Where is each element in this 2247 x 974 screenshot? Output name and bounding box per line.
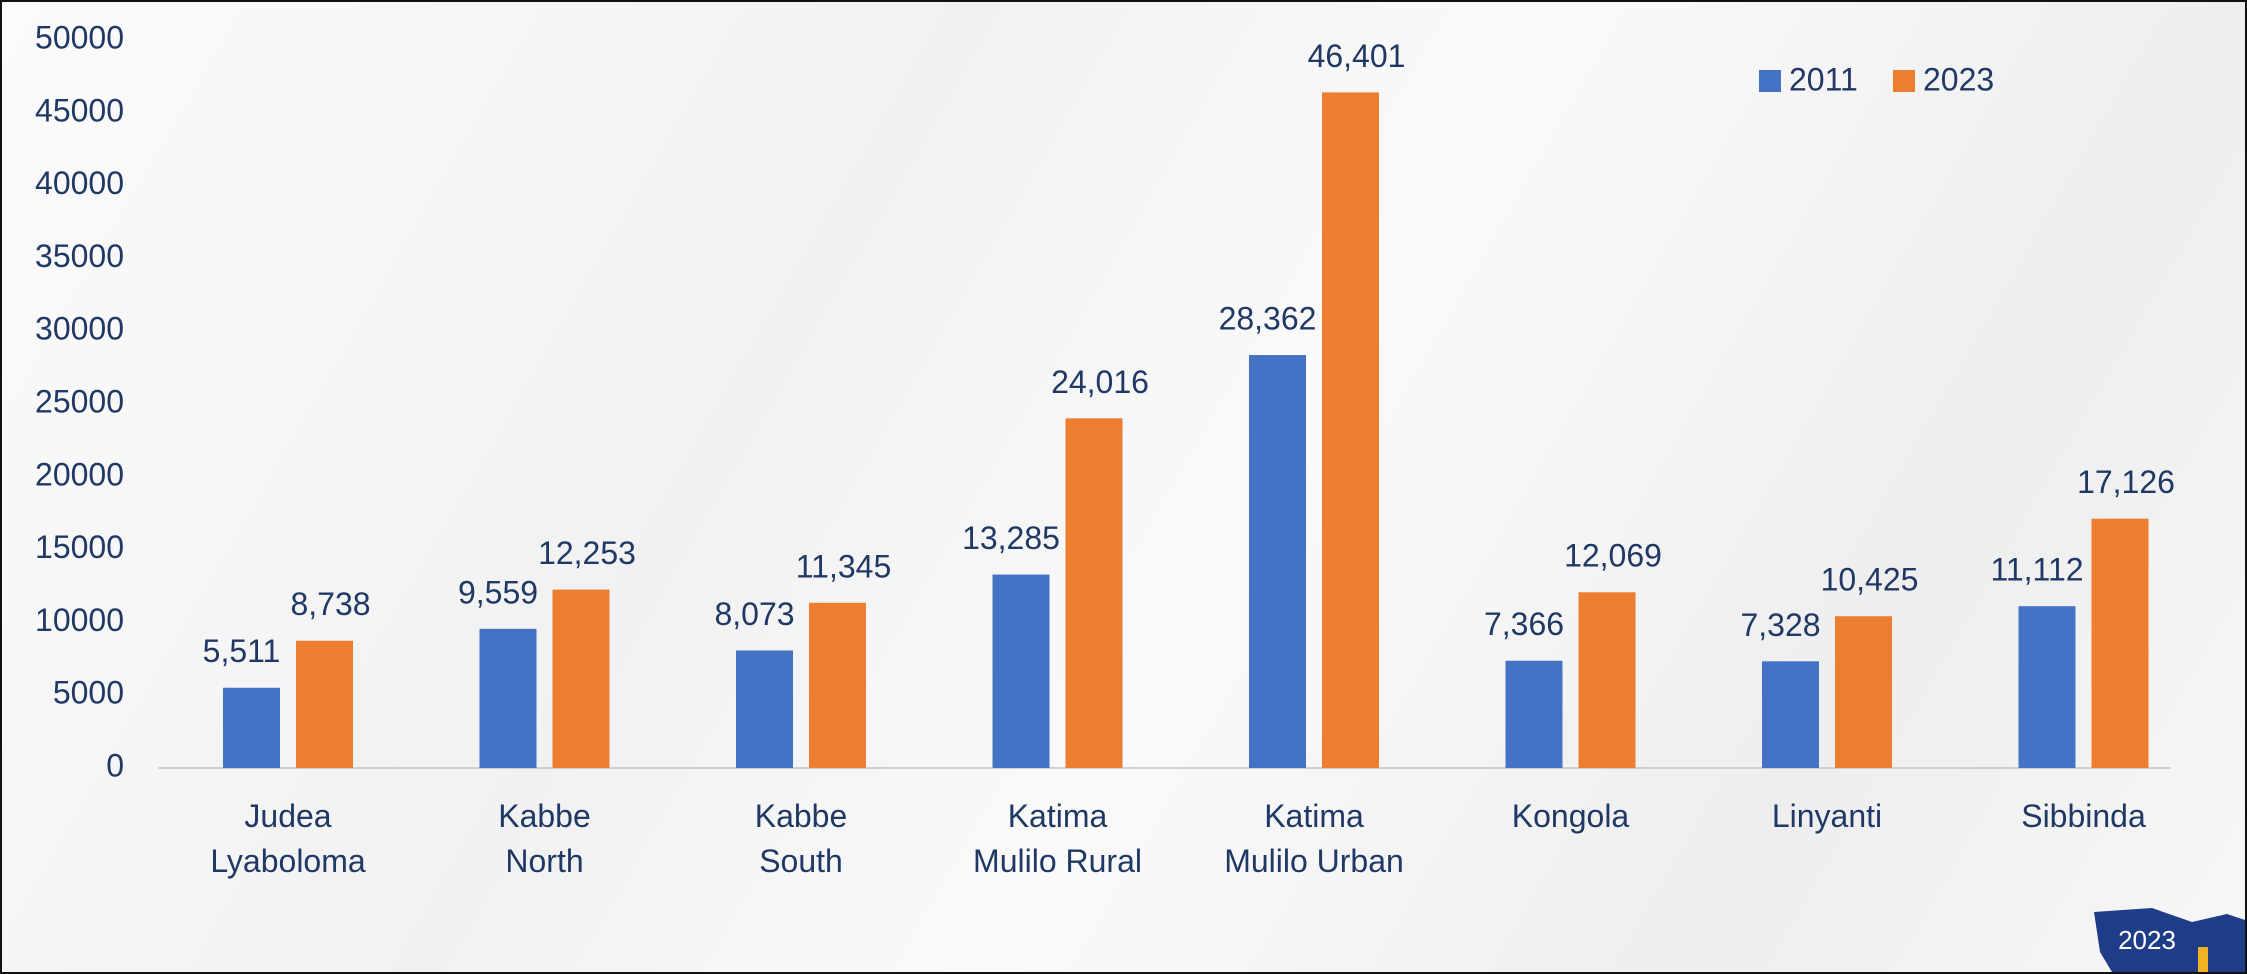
bar [736, 650, 793, 768]
value-label: 17,126 [2077, 464, 2175, 500]
value-label: 7,366 [1484, 606, 1564, 642]
bar [2091, 518, 2149, 768]
y-tick-label: 45000 [35, 92, 124, 128]
bar [552, 589, 610, 768]
bar [809, 602, 866, 768]
logo-bar [2198, 947, 2208, 972]
x-tick-label: Judea Lyaboloma [210, 798, 366, 879]
logo-text: 2023 [2118, 925, 2176, 955]
legend-label: 2023 [1923, 61, 1994, 97]
bar [1505, 660, 1563, 768]
bar [992, 574, 1050, 768]
y-tick-label: 0 [106, 747, 124, 783]
x-tick-label: Kabbe North [498, 798, 591, 879]
logo-bar [2182, 957, 2192, 972]
y-tick-label: 25000 [35, 383, 124, 419]
value-label: 7,328 [1740, 607, 1820, 643]
bar [479, 628, 537, 768]
value-label: 12,069 [1564, 538, 1662, 574]
logo: 2023 [2094, 908, 2245, 972]
bar [1835, 616, 1892, 768]
legend-swatch [1893, 70, 1915, 92]
bar [1249, 355, 1306, 768]
x-tick-label: Kongola [1511, 798, 1630, 834]
x-tick-label: Linyanti [1771, 798, 1883, 834]
bar [1322, 92, 1379, 769]
y-tick-label: 50000 [35, 19, 124, 55]
x-tick-label: Kabbe South [754, 798, 848, 879]
value-label: 9,559 [458, 574, 538, 610]
value-label: 24,016 [1051, 364, 1149, 400]
bar [2018, 606, 2076, 768]
value-label: 10,425 [1821, 562, 1919, 598]
x-tick-label: Katima Mulilo Urban [1224, 798, 1404, 879]
y-tick-label: 30000 [35, 311, 124, 347]
x-tick-label: Sibbinda [2021, 798, 2146, 834]
value-label: 8,073 [714, 596, 794, 632]
value-label: 28,362 [1219, 301, 1317, 337]
value-label: 8,738 [290, 586, 370, 622]
value-label: 13,285 [962, 520, 1060, 556]
y-tick-label: 5000 [53, 675, 124, 711]
y-tick-label: 10000 [35, 602, 124, 638]
legend-swatch [1759, 70, 1781, 92]
value-label: 5,511 [203, 633, 281, 669]
bar [1065, 418, 1123, 768]
x-tick-label: Katima Mulilo Rural [973, 798, 1142, 879]
bar [1578, 592, 1636, 768]
legend-label: 2011 [1789, 61, 1858, 97]
y-tick-label: 20000 [35, 456, 124, 492]
y-tick-label: 40000 [35, 165, 124, 201]
value-label: 11,112 [1990, 552, 2083, 588]
bar [1762, 661, 1819, 768]
y-tick-label: 15000 [35, 529, 124, 565]
value-label: 46,401 [1308, 38, 1406, 74]
bar [296, 640, 353, 768]
bar [223, 687, 280, 768]
value-label: 11,345 [796, 548, 892, 584]
y-tick-label: 35000 [35, 238, 124, 274]
value-label: 12,253 [538, 535, 636, 571]
